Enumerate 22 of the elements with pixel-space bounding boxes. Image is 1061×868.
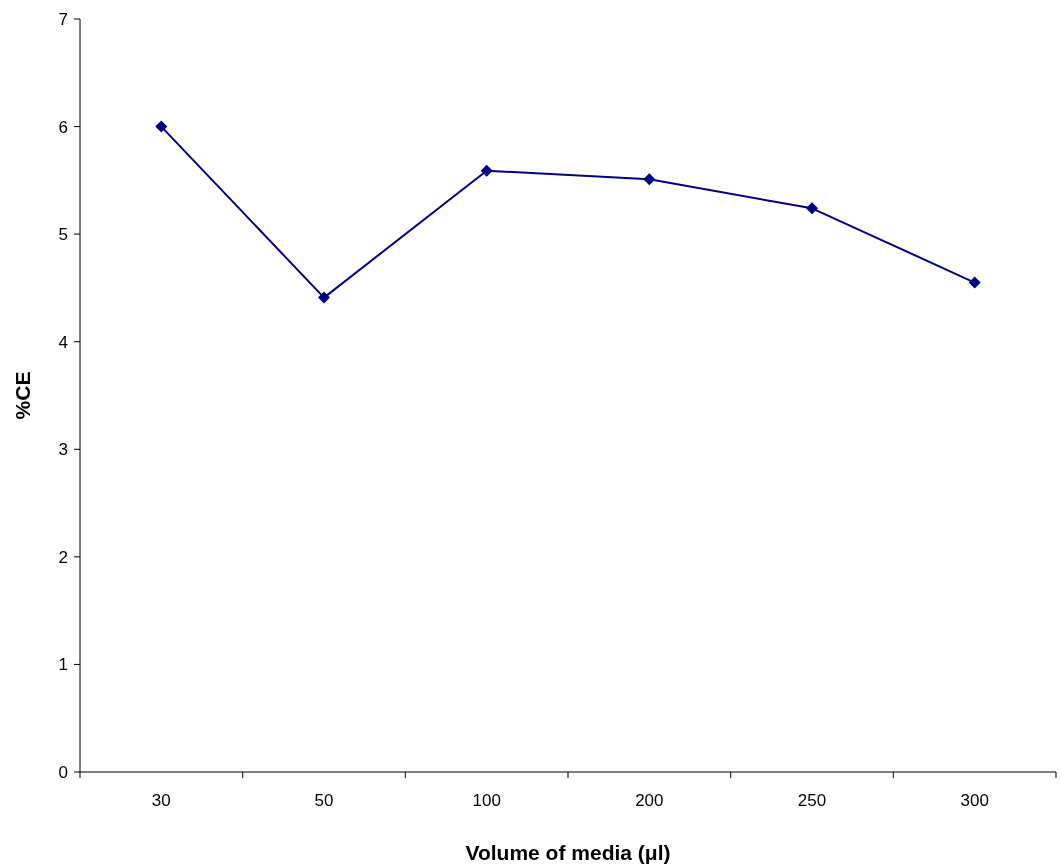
x-tick-label: 300 [960,791,989,810]
y-tick-label: 5 [58,225,68,245]
point [968,276,981,289]
point [480,164,493,177]
x-axis-title: Volume of media (μl) [465,841,671,864]
point [806,202,818,215]
point [155,120,168,133]
y-tick-label: 7 [58,9,68,29]
x-tick-label: 100 [472,791,501,810]
y-tick-label: 1 [58,655,68,675]
y-tick-label: 3 [58,440,68,460]
x-tick-label: 50 [314,791,334,810]
point [318,291,330,304]
y-axis-title: %CE [11,371,34,420]
point [643,173,656,186]
x-tick-label: 200 [635,791,664,810]
x-tick-label: 30 [151,791,171,810]
y-tick-label: 2 [58,547,68,567]
x-tick-label: 250 [797,791,827,810]
y-tick-label: 0 [58,762,68,782]
y-tick-label: 6 [58,117,68,137]
y-tick-label: 4 [58,332,68,352]
